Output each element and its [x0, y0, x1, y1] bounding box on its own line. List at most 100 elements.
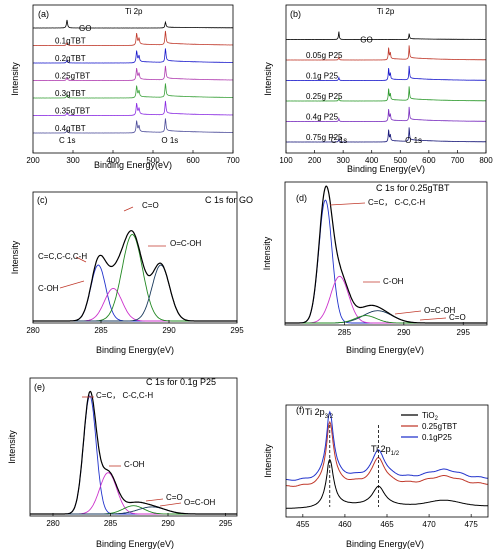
- survey-trace: [285, 65, 487, 82]
- series-label: 0.1g P25: [306, 72, 339, 81]
- x-tick-label: 290: [162, 326, 176, 335]
- series-labels: 0.4gTBT 0.35gTBT 0.3gTBT 0.25gTBT 0.2gTBT 0.1…: [55, 24, 91, 133]
- x-tick-label: 400: [365, 156, 379, 165]
- x-tick-label: 300: [66, 156, 80, 165]
- panel-e: (e) C 1s for 0.1g P25 Intensity Binding …: [7, 377, 238, 549]
- series-label: 0.05g P25: [306, 51, 343, 60]
- x-tick-label: 470: [422, 520, 436, 529]
- survey-trace: [285, 127, 487, 143]
- chart-title: C 1s for GO: [205, 195, 253, 205]
- plot-frame: [285, 404, 489, 518]
- plot-frame: [285, 4, 487, 154]
- series-label: GO: [79, 24, 91, 33]
- component-label: C-OH: [124, 460, 145, 469]
- series-labels: 0.75g P25 0.4g P25 0.25g P25 0.1g P25 0.05g …: [306, 36, 373, 143]
- label-arrow: [123, 206, 134, 212]
- peak-label-subscript: 3/2: [325, 414, 334, 420]
- y-axis-label: Intensity: [263, 62, 273, 96]
- y-axis-label: Intensity: [10, 62, 20, 96]
- legend-subscript: 2: [435, 416, 439, 422]
- survey-trace: [285, 45, 487, 61]
- x-tick-label: 100: [279, 156, 293, 165]
- series-label: 0.4gTBT: [55, 124, 86, 133]
- x-tick-label: 600: [422, 156, 436, 165]
- peak-label-subscript: 1/2: [391, 451, 400, 457]
- envelope-curve: [33, 230, 237, 322]
- ti2p-trace: [286, 420, 488, 487]
- series-label: 0.3gTBT: [55, 89, 86, 98]
- x-tick-label: 400: [106, 156, 120, 165]
- panel-b: (b) Intensity Binding Energy(eV) Ti 2p C …: [263, 4, 493, 174]
- survey-trace: [33, 65, 233, 82]
- component-label: C=C， C-C,C-H: [368, 198, 425, 207]
- survey-trace: [33, 83, 233, 99]
- panel-label: (b): [290, 9, 301, 19]
- x-ticks: 455 460 465 470 475: [296, 514, 478, 529]
- plot-frame: [32, 4, 234, 154]
- panel-f: (f) Intensity Binding Energy(eV) Ti 2p3/…: [263, 404, 489, 549]
- chart-title: C 1s for 0.1g P25: [146, 377, 216, 387]
- component-label: C=C， C-C,C-H: [96, 391, 153, 400]
- label-arrow: [159, 502, 182, 507]
- x-axis-label: Binding Energy(eV): [346, 539, 424, 549]
- series-label: 0.75g P25: [306, 133, 343, 142]
- envelope-curve: [285, 185, 487, 324]
- panel-label: (d): [296, 193, 307, 203]
- component-labels: C=C， C-C,C-H C-OH C=OO=C-OH: [82, 391, 216, 507]
- traces: [285, 410, 489, 509]
- panel-a: (a) Intensity Binding Energy(eV) Ti 2p C …: [10, 4, 240, 170]
- label-arrow: [145, 498, 164, 502]
- component-label: C-OH: [38, 284, 59, 293]
- x-axis-label: Binding Energy(eV): [94, 160, 172, 170]
- x-tick-label: 475: [464, 520, 478, 529]
- series-label: 0.2gTBT: [55, 54, 86, 63]
- component-labels: C=C， C-C,C-H C-OH O=C-OHC=O: [329, 198, 466, 322]
- y-axis-label: Intensity: [262, 236, 272, 270]
- traces: [30, 390, 237, 515]
- x-tick-label: 465: [380, 520, 394, 529]
- traces: [285, 31, 487, 143]
- legend-label: TiO2: [422, 411, 439, 422]
- x-axis-label: Binding Energy(eV): [347, 164, 425, 174]
- x-tick-label: 295: [230, 326, 244, 335]
- series-label: 0.35gTBT: [55, 107, 90, 116]
- component-label: C-OH: [383, 277, 404, 286]
- panel-label: (f): [296, 405, 305, 415]
- x-tick-label: 285: [338, 328, 352, 337]
- y-axis-label: Intensity: [7, 430, 17, 464]
- x-tick-label: 600: [186, 156, 200, 165]
- y-axis-label: Intensity: [10, 240, 20, 274]
- envelope-curve: [30, 390, 237, 515]
- x-tick-label: 290: [161, 519, 175, 528]
- x-tick-label: 290: [397, 328, 411, 337]
- peak-label: O 1s: [405, 136, 422, 145]
- x-ticks: 200 300 400 500 600 700: [26, 150, 240, 165]
- x-ticks: 280 285 290 295: [46, 513, 233, 528]
- peak-label: C 1s: [59, 136, 75, 145]
- x-axis-label: Binding Energy(eV): [96, 345, 174, 355]
- x-tick-label: 700: [451, 156, 465, 165]
- x-tick-label: 285: [94, 326, 108, 335]
- series-label: GO: [360, 36, 372, 45]
- series-label: 0.1gTBT: [55, 37, 86, 46]
- x-ticks: 100 200 300 400 500 600 700 800: [279, 150, 493, 165]
- x-tick-label: 800: [479, 156, 493, 165]
- x-axis-label: Binding Energy(eV): [346, 345, 424, 355]
- component-label: C=O: [449, 313, 466, 322]
- traces: [33, 230, 237, 322]
- series-label: 0.25g P25: [306, 92, 343, 101]
- label-arrow: [59, 280, 85, 289]
- survey-trace: [33, 19, 233, 29]
- survey-trace: [285, 31, 486, 41]
- traces: [33, 19, 233, 134]
- peak-label: Ti 2p: [377, 7, 395, 16]
- ti2p-trace: [285, 458, 488, 509]
- x-tick-label: 460: [338, 520, 352, 529]
- peak-label: C 1s: [331, 136, 347, 145]
- x-tick-label: 500: [146, 156, 160, 165]
- x-tick-label: 280: [26, 326, 40, 335]
- plot-frame: [284, 181, 488, 326]
- plot-frame: [32, 191, 238, 324]
- series-label: 0.25gTBT: [55, 72, 90, 81]
